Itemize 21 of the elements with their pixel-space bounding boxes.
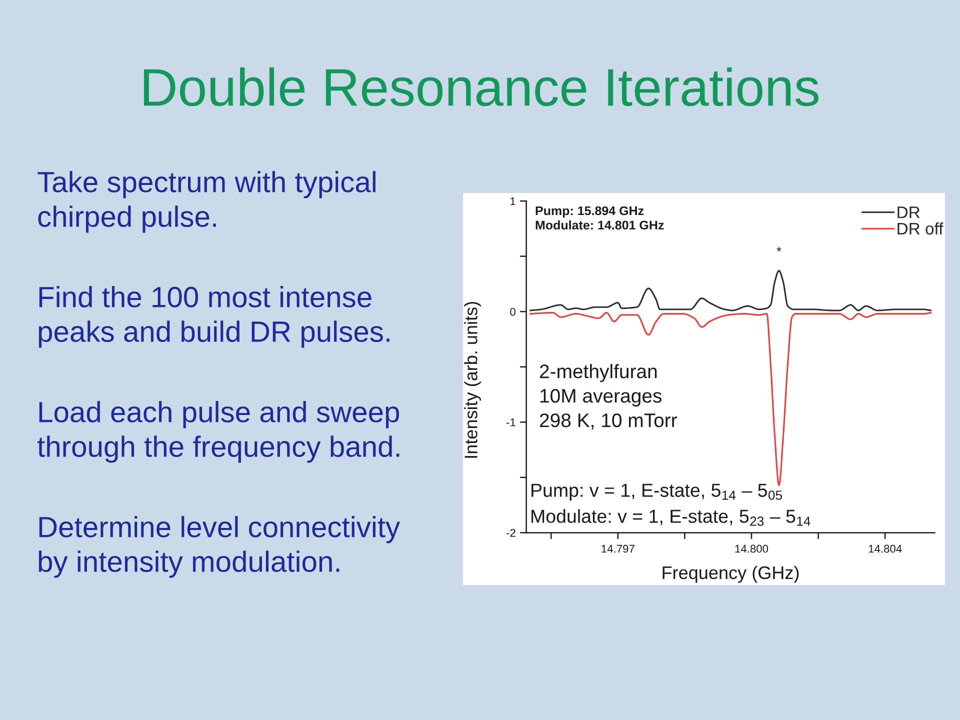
x-tick-label: 14.797 bbox=[602, 544, 634, 553]
annotation: Pump: 15.894 GHz Modulate: 14.801 GHz bbox=[536, 206, 664, 230]
annotation: * bbox=[776, 246, 782, 252]
y-tick-label: 0 bbox=[510, 308, 516, 316]
x-axis-title: Frequency (GHz) bbox=[662, 566, 799, 583]
annotation: 2-methylfuran 10M averages 298 K, 10 mTorr bbox=[540, 364, 677, 430]
text: Load each pulse and sweep through the frequency band. bbox=[37, 401, 400, 463]
text: Find the 100 most intense peaks and build DR pulses. bbox=[38, 286, 390, 348]
annotation: Modulate: v = 1, E-state, 5$_{23}$ – 5$_{14}$ bbox=[532, 509, 810, 526]
x-tick-label: 14.800 bbox=[735, 544, 768, 553]
text: Determine level connectivity by intensity modulation. bbox=[38, 516, 400, 578]
y-tick-label: -2 bbox=[506, 528, 516, 537]
chart-title: Double Resonance Iterations bbox=[144, 67, 818, 106]
legend-label: DR off bbox=[898, 222, 944, 235]
annotation: Pump: v = 1, E-state, 5$_{14}$ – 5$_{05}$ bbox=[532, 484, 782, 501]
y-tick-label: -1 bbox=[506, 418, 516, 426]
x-tick-label: 14.804 bbox=[868, 544, 902, 553]
y-tick-label: 1 bbox=[510, 197, 516, 206]
legend-label: DR bbox=[898, 206, 920, 218]
y-axis-title: Intensity (arb. units) bbox=[464, 302, 481, 458]
text: Take spectrum with typical chirped pulse. bbox=[38, 171, 376, 233]
